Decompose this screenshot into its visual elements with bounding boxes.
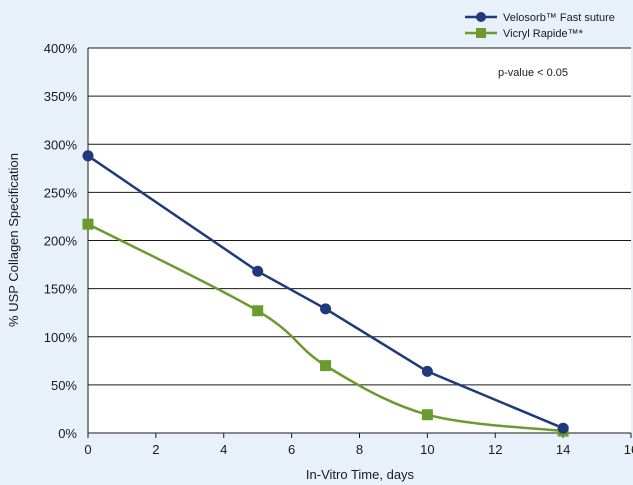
y-tick-label: 100% xyxy=(44,330,78,345)
x-tick-label: 14 xyxy=(556,442,570,457)
legend-label-velosorb: Velosorb™ Fast suture xyxy=(503,12,615,24)
y-tick-label: 300% xyxy=(44,137,78,152)
axes: 0% 50% 100% 150% 200% 250% 300% 350% 400% 0 2 4 6 8 10… xyxy=(44,41,633,457)
grid-lines xyxy=(88,47,631,386)
y-tick-label: 350% xyxy=(44,89,78,104)
x-tick-label: 8 xyxy=(356,442,363,457)
series-markers xyxy=(82,150,569,437)
data-point-velosorb xyxy=(320,303,332,315)
data-point-velosorb xyxy=(252,265,264,277)
y-tick-label: 150% xyxy=(44,282,78,297)
x-tick-label: 16 xyxy=(624,442,633,457)
legend-marker-velosorb xyxy=(476,12,486,22)
data-point-vicryl xyxy=(421,409,433,421)
y-tick-label: 400% xyxy=(44,41,78,56)
x-tick-label: 0 xyxy=(84,442,91,457)
legend: Velosorb™ Fast suture Vicryl Rapide™* xyxy=(465,12,615,40)
y-tick-label: 50% xyxy=(51,378,77,393)
data-point-vicryl xyxy=(320,360,332,372)
x-axis-title: In-Vitro Time, days xyxy=(306,467,415,482)
x-tick-label: 10 xyxy=(420,442,434,457)
p-value-annotation: p-value < 0.05 xyxy=(498,67,568,79)
data-point-velosorb xyxy=(82,150,94,162)
y-tick-label: 250% xyxy=(44,185,78,200)
data-point-velosorb xyxy=(557,422,569,434)
x-tick-label: 6 xyxy=(288,442,295,457)
data-point-vicryl xyxy=(252,305,264,317)
x-tick-label: 2 xyxy=(152,442,159,457)
data-point-vicryl xyxy=(82,218,94,230)
y-tick-label: 0% xyxy=(58,426,77,441)
data-point-velosorb xyxy=(421,365,433,377)
y-tick-label: 200% xyxy=(44,234,78,249)
x-tick-label: 4 xyxy=(220,442,227,457)
legend-label-vicryl: Vicryl Rapide™* xyxy=(503,28,584,40)
x-tick-label: 12 xyxy=(488,442,502,457)
y-axis-title: % USP Collagen Specification xyxy=(6,153,21,327)
legend-marker-vicryl xyxy=(476,28,486,38)
